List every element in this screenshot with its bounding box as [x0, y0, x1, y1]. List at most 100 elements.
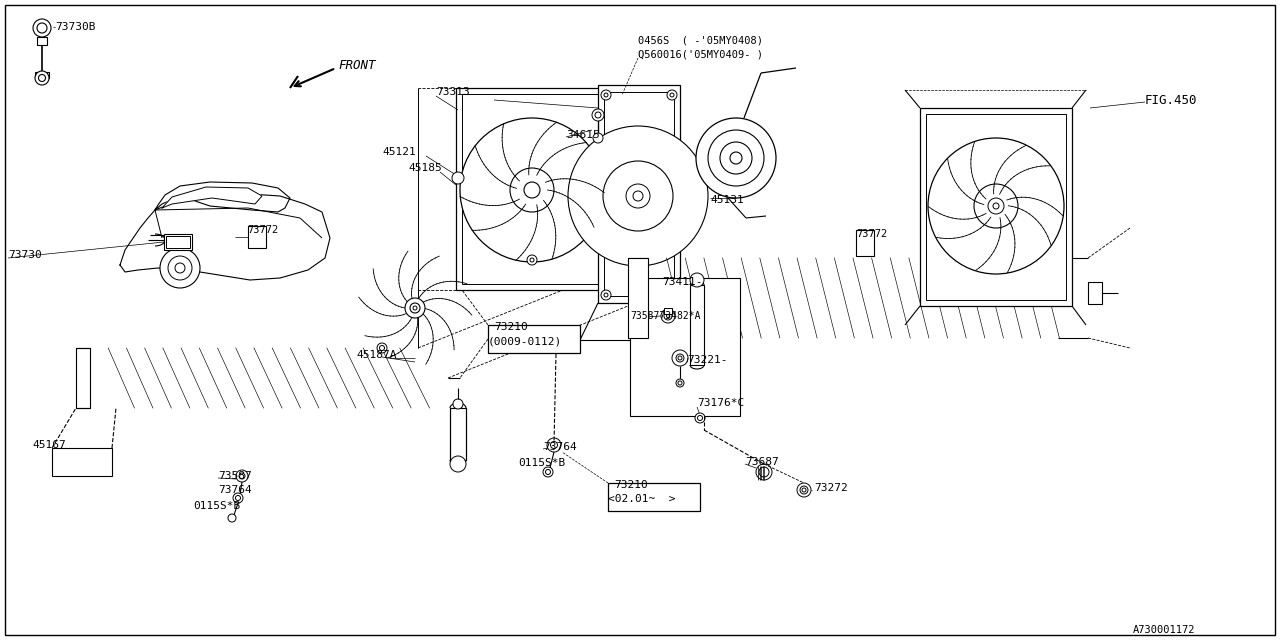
Bar — [664, 308, 672, 314]
Text: 45187A: 45187A — [356, 350, 397, 360]
Bar — [925, 114, 1066, 300]
Circle shape — [988, 198, 1004, 214]
Circle shape — [676, 379, 684, 387]
Circle shape — [509, 168, 554, 212]
Circle shape — [451, 456, 466, 472]
Circle shape — [460, 118, 604, 262]
Bar — [164, 234, 192, 250]
Circle shape — [708, 130, 764, 186]
Bar — [1059, 258, 1088, 338]
Circle shape — [160, 248, 200, 288]
Bar — [488, 325, 580, 353]
Bar — [456, 88, 608, 290]
Text: A730001172: A730001172 — [1133, 625, 1196, 635]
Circle shape — [527, 255, 538, 265]
Circle shape — [593, 109, 604, 121]
Text: 73730: 73730 — [8, 250, 42, 260]
Text: 45185: 45185 — [408, 163, 442, 173]
Bar — [608, 483, 700, 511]
Circle shape — [672, 350, 689, 366]
Text: 73221-: 73221- — [687, 355, 727, 365]
Text: <02.01~  >: <02.01~ > — [608, 494, 676, 504]
Text: FIG.450: FIG.450 — [1146, 93, 1198, 106]
Circle shape — [690, 273, 704, 287]
Text: 73272: 73272 — [814, 483, 847, 493]
Text: 45167: 45167 — [32, 440, 65, 450]
Polygon shape — [88, 348, 451, 408]
Circle shape — [568, 126, 708, 266]
Circle shape — [626, 184, 650, 208]
Circle shape — [664, 312, 672, 320]
Circle shape — [543, 467, 553, 477]
Text: 73772: 73772 — [856, 229, 887, 239]
Circle shape — [233, 493, 243, 503]
Circle shape — [756, 464, 772, 480]
Circle shape — [660, 309, 675, 323]
Text: 73210: 73210 — [494, 322, 527, 332]
Circle shape — [547, 438, 561, 452]
Text: 45121: 45121 — [381, 147, 416, 157]
Circle shape — [33, 19, 51, 37]
Text: 34615: 34615 — [566, 130, 600, 140]
Bar — [690, 285, 704, 365]
Circle shape — [696, 118, 776, 198]
Bar — [35, 72, 49, 78]
Circle shape — [236, 470, 248, 482]
Circle shape — [667, 290, 677, 300]
Bar — [462, 94, 602, 284]
Bar — [76, 348, 90, 408]
Text: 0115S*B: 0115S*B — [193, 501, 241, 511]
Circle shape — [676, 354, 684, 362]
Bar — [920, 108, 1073, 306]
Bar — [628, 258, 648, 338]
Text: Q560016('05MY0409- ): Q560016('05MY0409- ) — [637, 49, 763, 59]
Circle shape — [452, 172, 465, 184]
Text: 73210: 73210 — [614, 480, 648, 490]
Bar — [52, 448, 113, 476]
Bar — [37, 37, 47, 45]
Text: (0009-0112): (0009-0112) — [488, 336, 562, 346]
Circle shape — [797, 483, 812, 497]
Bar — [451, 408, 466, 460]
Polygon shape — [637, 258, 1088, 338]
Text: 73176*C: 73176*C — [698, 398, 744, 408]
Text: 73764: 73764 — [218, 485, 252, 495]
Text: 73730B: 73730B — [55, 22, 96, 32]
Circle shape — [602, 90, 611, 100]
Bar — [248, 226, 266, 248]
Circle shape — [603, 161, 673, 231]
Circle shape — [404, 298, 425, 318]
Text: 45131: 45131 — [710, 195, 744, 205]
Circle shape — [228, 514, 236, 522]
Text: FRONT: FRONT — [338, 58, 375, 72]
Text: 73772: 73772 — [247, 225, 278, 235]
Bar — [166, 236, 189, 248]
Circle shape — [695, 413, 705, 423]
Circle shape — [593, 133, 603, 143]
Text: 0456S  ( -'05MY0408): 0456S ( -'05MY0408) — [637, 35, 763, 45]
Text: 0115S*B: 0115S*B — [518, 458, 566, 468]
Circle shape — [667, 90, 677, 100]
Bar — [856, 230, 874, 256]
Polygon shape — [163, 187, 262, 208]
Bar — [598, 85, 680, 303]
Text: 73313: 73313 — [436, 87, 470, 97]
Circle shape — [928, 138, 1064, 274]
Text: 73687: 73687 — [745, 457, 778, 467]
Text: 73764: 73764 — [543, 442, 577, 452]
Circle shape — [524, 182, 540, 198]
Bar — [630, 278, 740, 416]
Circle shape — [35, 71, 49, 85]
Circle shape — [721, 142, 753, 174]
Circle shape — [800, 486, 808, 494]
Circle shape — [378, 343, 387, 353]
Text: 73587: 73587 — [218, 471, 252, 481]
Circle shape — [759, 467, 769, 477]
Bar — [604, 92, 675, 296]
Circle shape — [173, 242, 180, 250]
Circle shape — [410, 303, 420, 313]
Circle shape — [602, 290, 611, 300]
Bar — [1088, 282, 1102, 304]
Circle shape — [974, 184, 1018, 228]
Text: 73411-: 73411- — [662, 277, 703, 287]
